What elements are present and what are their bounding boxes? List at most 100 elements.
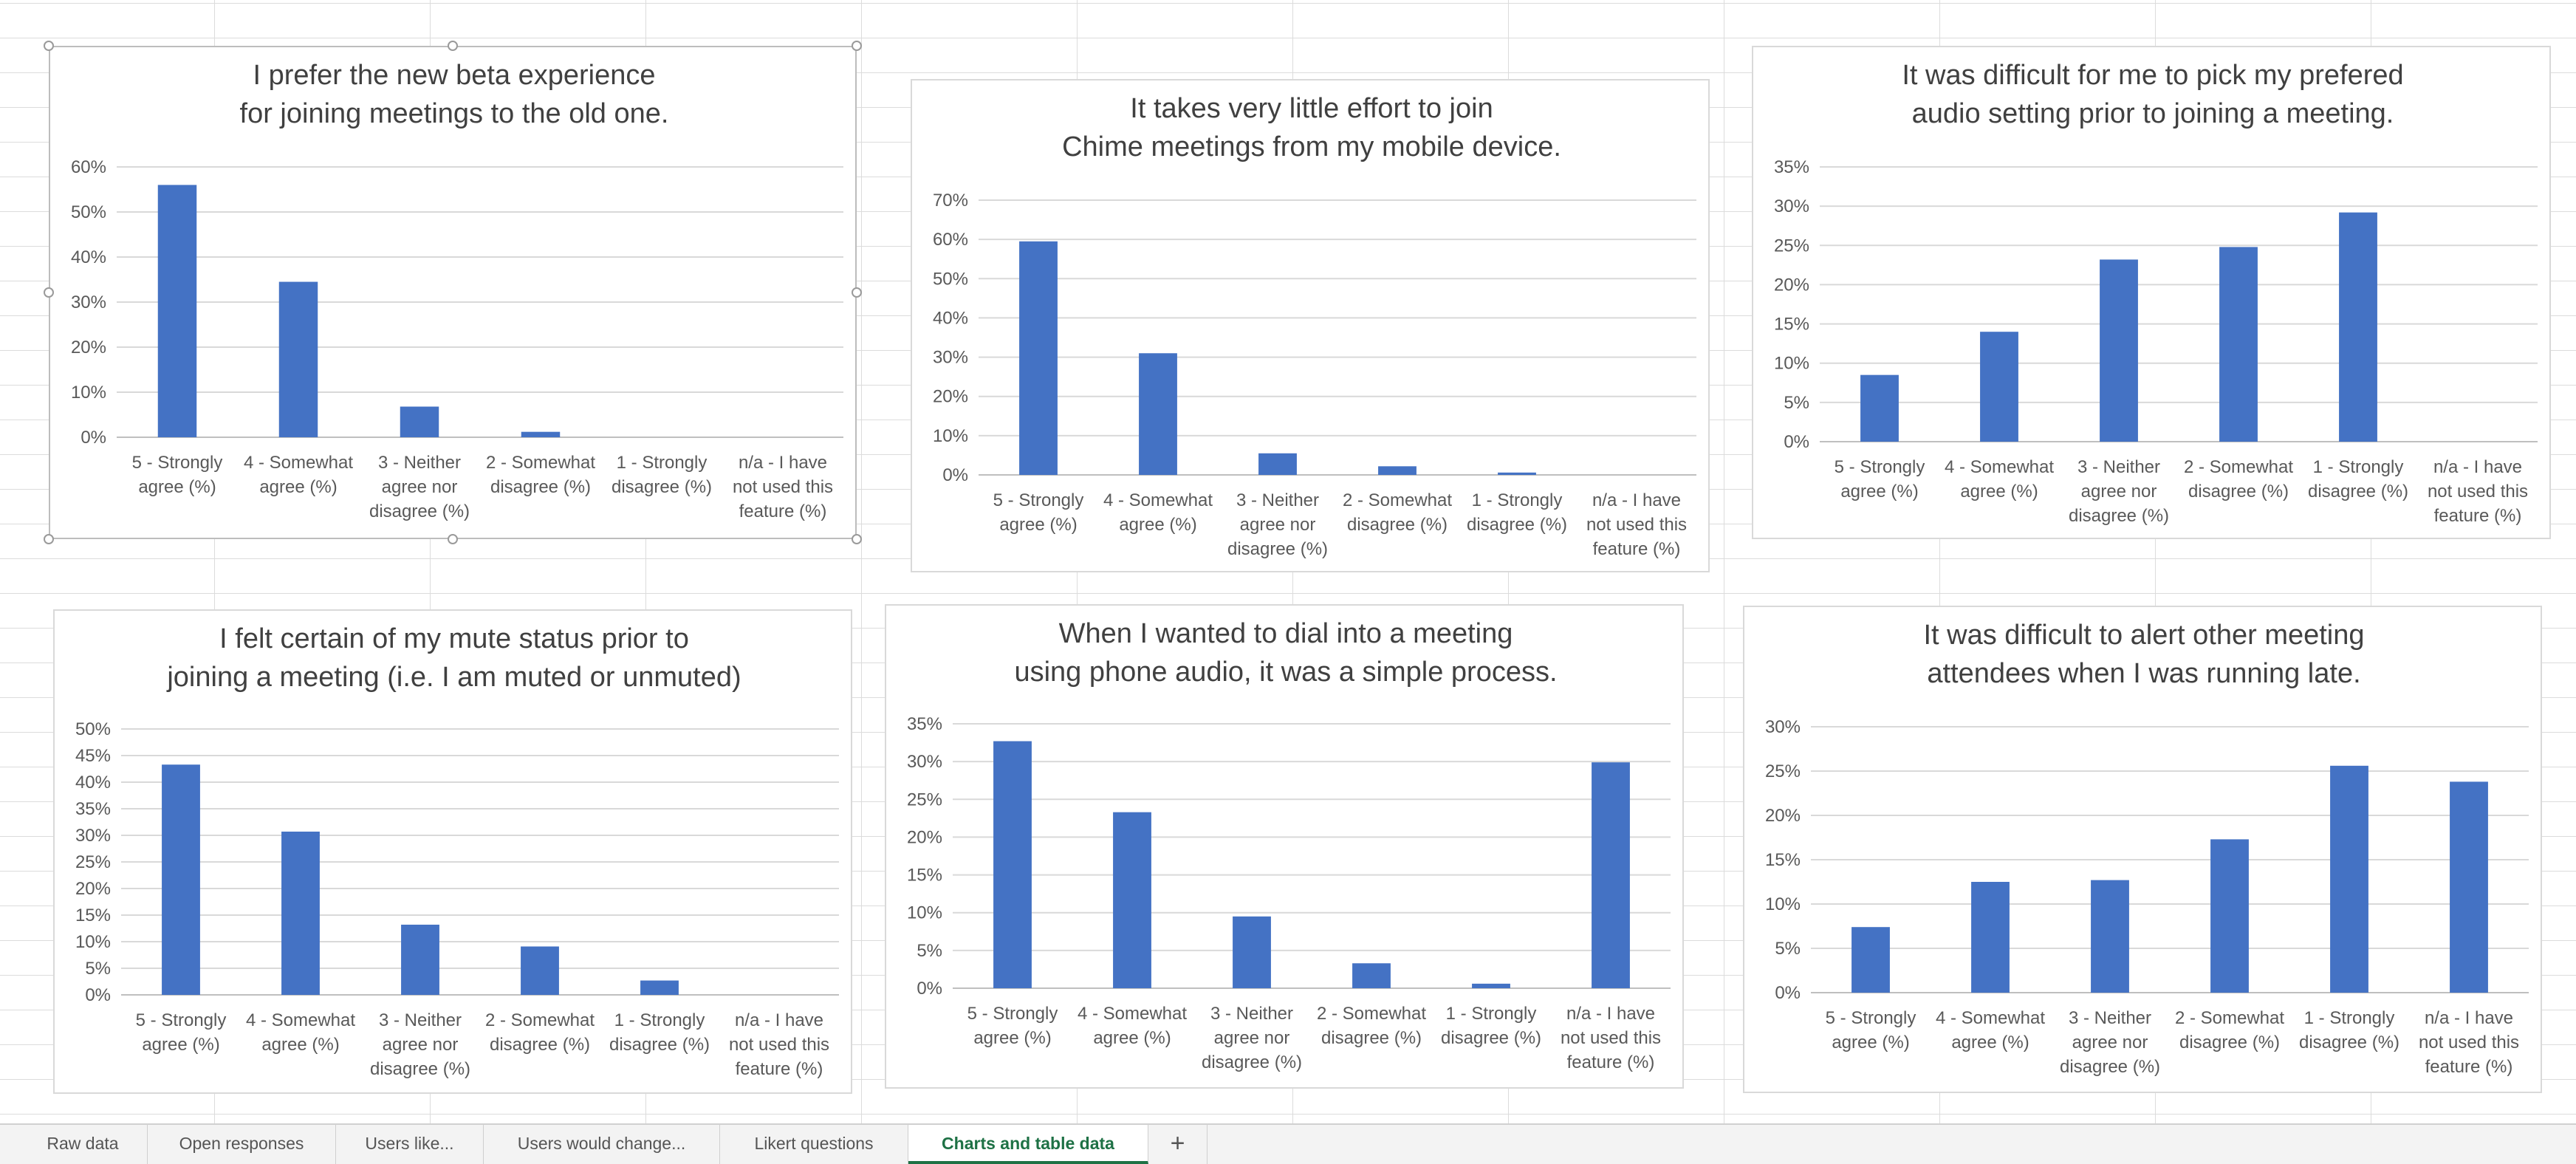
x-tick-label: 3 - Neither agree nor disagree (%) (1202, 1004, 1302, 1072)
y-tick-label: 50% (75, 719, 111, 739)
chart-title: I felt certain of my mute status prior t… (166, 623, 741, 693)
bar (1113, 812, 1151, 988)
add-sheet-button[interactable]: + (1148, 1125, 1208, 1164)
sheet-tab-bar: Raw data Open responses Users like... Us… (0, 1123, 2576, 1164)
resize-handle-bottom-left[interactable] (44, 534, 54, 544)
bar (281, 831, 320, 995)
y-tick-label: 60% (71, 157, 106, 177)
bar (2330, 765, 2368, 993)
tab-users-like[interactable]: Users like... (336, 1125, 484, 1164)
bar (1139, 353, 1177, 475)
x-tick-label: 4 - Somewhat agree (%) (246, 1010, 355, 1055)
resize-handle-left[interactable] (44, 287, 54, 298)
resize-handle-bottom-right[interactable] (852, 534, 862, 544)
y-tick-label: 35% (1774, 157, 1809, 177)
y-tick-label: 30% (933, 348, 968, 368)
bar (2210, 839, 2249, 993)
bar (162, 764, 200, 995)
chart-prefer-beta[interactable]: I prefer the new beta experience for join… (49, 46, 857, 539)
y-tick-label: 30% (907, 752, 942, 772)
y-tick-label: 0% (942, 465, 968, 485)
chart-mobile-effort[interactable]: It takes very little effort to join Chime… (911, 79, 1710, 572)
y-tick-label: 10% (1765, 894, 1801, 914)
x-tick-label: 2 - Somewhat disagree (%) (2175, 1008, 2284, 1052)
y-tick-label: 25% (907, 790, 942, 809)
x-tick-label: 5 - Strongly agree (%) (132, 453, 223, 497)
y-tick-label: 0% (85, 985, 111, 1005)
bar (1980, 332, 2018, 442)
spreadsheet-grid[interactable]: I prefer the new beta experience for join… (0, 0, 2576, 1123)
x-tick-label: 2 - Somewhat disagree (%) (1317, 1004, 1426, 1048)
bar (1498, 472, 1536, 475)
x-tick-label: 5 - Strongly agree (%) (1835, 457, 1925, 501)
resize-handle-top-left[interactable] (44, 41, 54, 51)
y-tick-label: 30% (75, 826, 111, 846)
x-tick-label: n/a - I have not used this feature (%) (729, 1010, 829, 1079)
bar (157, 185, 197, 437)
bar (2219, 247, 2258, 442)
chart-audio-setting[interactable]: It was difficult for me to pick my prefe… (1752, 46, 2551, 539)
y-tick-label: 10% (71, 383, 106, 403)
tab-raw-data[interactable]: Raw data (18, 1125, 148, 1164)
x-tick-label: 5 - Strongly agree (%) (1826, 1008, 1916, 1052)
tab-charts-and-table-data[interactable]: Charts and table data (908, 1125, 1148, 1164)
x-tick-label: 3 - Neither agree nor disagree (%) (2060, 1008, 2160, 1077)
bar (1019, 241, 1058, 475)
bar (1258, 453, 1297, 475)
y-tick-label: 20% (907, 827, 942, 847)
y-tick-label: 10% (75, 932, 111, 952)
x-tick-label: 5 - Strongly agree (%) (967, 1004, 1058, 1048)
chart-mute-status-svg: I felt certain of my mute status prior t… (75, 623, 839, 1079)
bar (1233, 916, 1271, 988)
y-tick-label: 15% (907, 866, 942, 886)
chart-mobile-effort-svg: It takes very little effort to join Chime… (933, 93, 1696, 559)
tab-open-responses[interactable]: Open responses (148, 1125, 336, 1164)
bar (2339, 212, 2377, 442)
resize-handle-top-right[interactable] (852, 41, 862, 51)
chart-mute-status[interactable]: I felt certain of my mute status prior t… (53, 609, 852, 1094)
x-tick-label: n/a - I have not used this feature (%) (1561, 1004, 1661, 1072)
y-tick-label: 0% (80, 428, 106, 448)
chart-alert-attendees[interactable]: It was difficult to alert other meeting a… (1743, 606, 2542, 1093)
bar (401, 924, 439, 995)
resize-handle-top[interactable] (448, 41, 458, 51)
chart-alert-attendees-svg: It was difficult to alert other meeting a… (1765, 620, 2529, 1077)
chart-phone-audio[interactable]: When I wanted to dial into a meeting usin… (885, 604, 1684, 1089)
resize-handle-bottom[interactable] (448, 534, 458, 544)
y-tick-label: 50% (71, 202, 106, 222)
y-tick-label: 25% (1774, 236, 1809, 256)
y-tick-label: 35% (907, 714, 942, 734)
tab-likert-questions[interactable]: Likert questions (720, 1125, 908, 1164)
tab-users-would-change[interactable]: Users would change... (484, 1125, 720, 1164)
x-tick-label: 1 - Strongly disagree (%) (612, 453, 712, 497)
y-tick-label: 10% (1774, 354, 1809, 374)
y-tick-label: 0% (917, 979, 942, 999)
chart-title: It was difficult for me to pick my prefe… (1902, 60, 2403, 129)
x-tick-label: 1 - Strongly disagree (%) (609, 1010, 710, 1055)
bar (2450, 781, 2488, 993)
y-tick-label: 40% (71, 247, 106, 267)
x-tick-label: 4 - Somewhat agree (%) (1103, 490, 1213, 535)
resize-handle-right[interactable] (852, 287, 862, 298)
bar (1378, 466, 1417, 475)
y-tick-label: 20% (75, 879, 111, 899)
x-tick-label: n/a - I have not used this feature (%) (733, 453, 833, 521)
y-tick-label: 35% (75, 799, 111, 819)
bar (993, 741, 1032, 988)
x-tick-label: 1 - Strongly disagree (%) (2299, 1008, 2399, 1052)
bar (2100, 259, 2138, 442)
y-tick-label: 20% (933, 387, 968, 407)
chart-title: I prefer the new beta experience for join… (240, 60, 669, 129)
y-tick-label: 5% (1775, 939, 1801, 959)
y-tick-label: 20% (71, 338, 106, 357)
bar (400, 406, 439, 437)
x-tick-label: 3 - Neither agree nor disagree (%) (370, 1010, 470, 1079)
y-tick-label: 30% (71, 292, 106, 312)
chart-title: It takes very little effort to join Chime… (1062, 93, 1561, 162)
bar (1352, 963, 1391, 988)
y-tick-label: 15% (1765, 850, 1801, 870)
y-tick-label: 5% (85, 959, 111, 979)
bar (1592, 762, 1630, 988)
x-tick-label: n/a - I have not used this feature (%) (2428, 457, 2528, 526)
bar (640, 980, 679, 995)
